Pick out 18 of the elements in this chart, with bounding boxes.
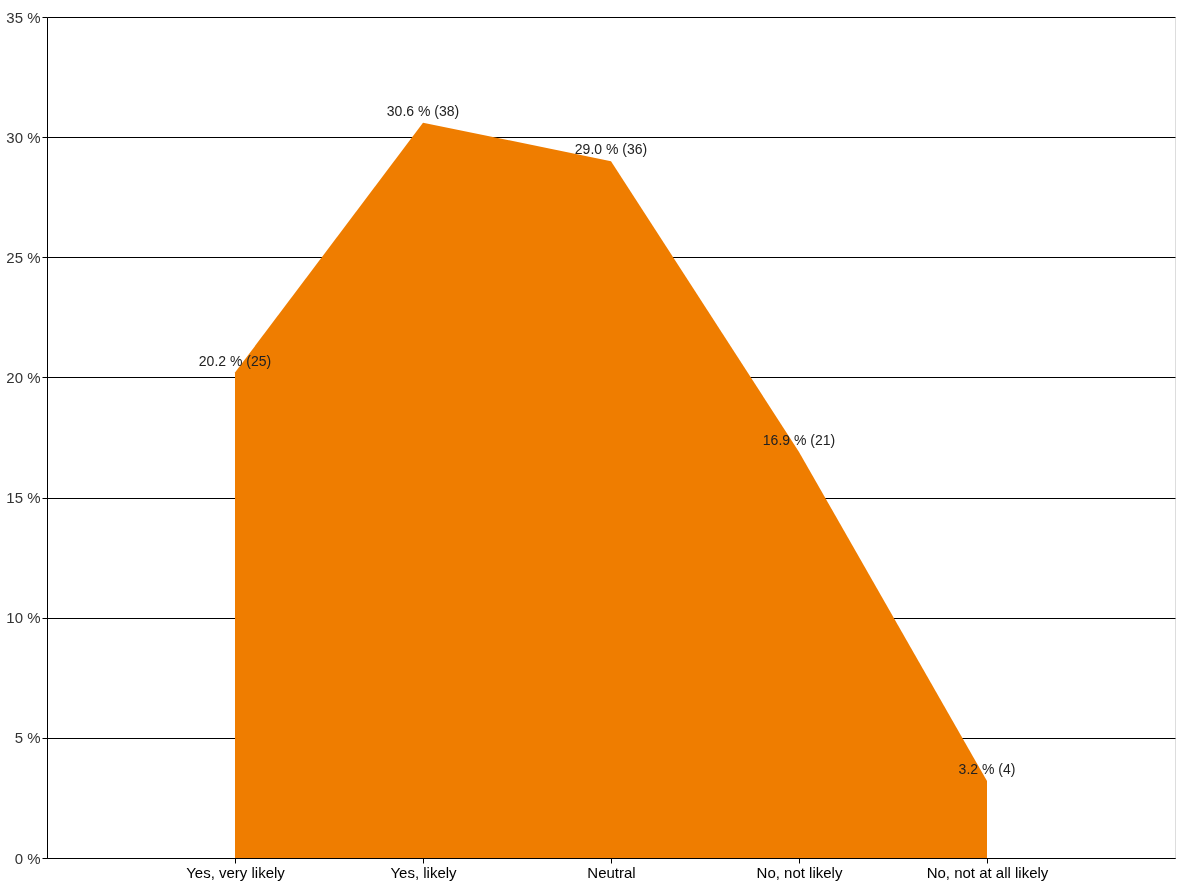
x-tick-label: No, not likely <box>756 863 843 881</box>
x-tick-label: Yes, very likely <box>186 863 286 881</box>
y-tick-label: 0 % <box>14 849 41 867</box>
data-label: 29.0 % (36) <box>574 141 648 158</box>
data-label: 3.2 % (4) <box>958 761 1016 778</box>
y-tick-label: 35 % <box>6 8 41 26</box>
x-tick-label: Yes, likely <box>390 863 458 881</box>
y-tick-label: 20 % <box>6 368 41 386</box>
x-tick-label: No, not at all likely <box>926 863 1049 881</box>
y-tick-label: 25 % <box>6 248 41 266</box>
x-tick-label: Neutral <box>587 863 636 881</box>
y-tick-label: 5 % <box>14 729 41 747</box>
data-label: 16.9 % (21) <box>762 431 836 448</box>
y-tick-label: 10 % <box>6 609 41 627</box>
y-tick-label: 15 % <box>6 489 41 507</box>
data-label: 20.2 % (25) <box>198 352 272 369</box>
data-label: 30.6 % (38) <box>386 102 460 119</box>
y-tick-label: 30 % <box>6 128 41 146</box>
